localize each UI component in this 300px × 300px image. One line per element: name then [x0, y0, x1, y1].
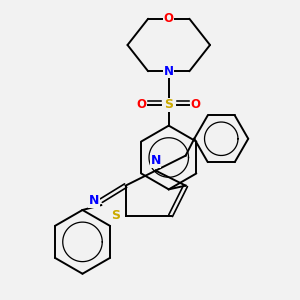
- Text: O: O: [191, 98, 201, 112]
- Text: O: O: [164, 12, 174, 25]
- Text: N: N: [164, 65, 174, 78]
- Text: N: N: [150, 154, 161, 167]
- Text: N: N: [89, 194, 99, 207]
- Text: O: O: [137, 98, 147, 112]
- Text: S: S: [164, 98, 173, 112]
- Text: S: S: [111, 209, 120, 222]
